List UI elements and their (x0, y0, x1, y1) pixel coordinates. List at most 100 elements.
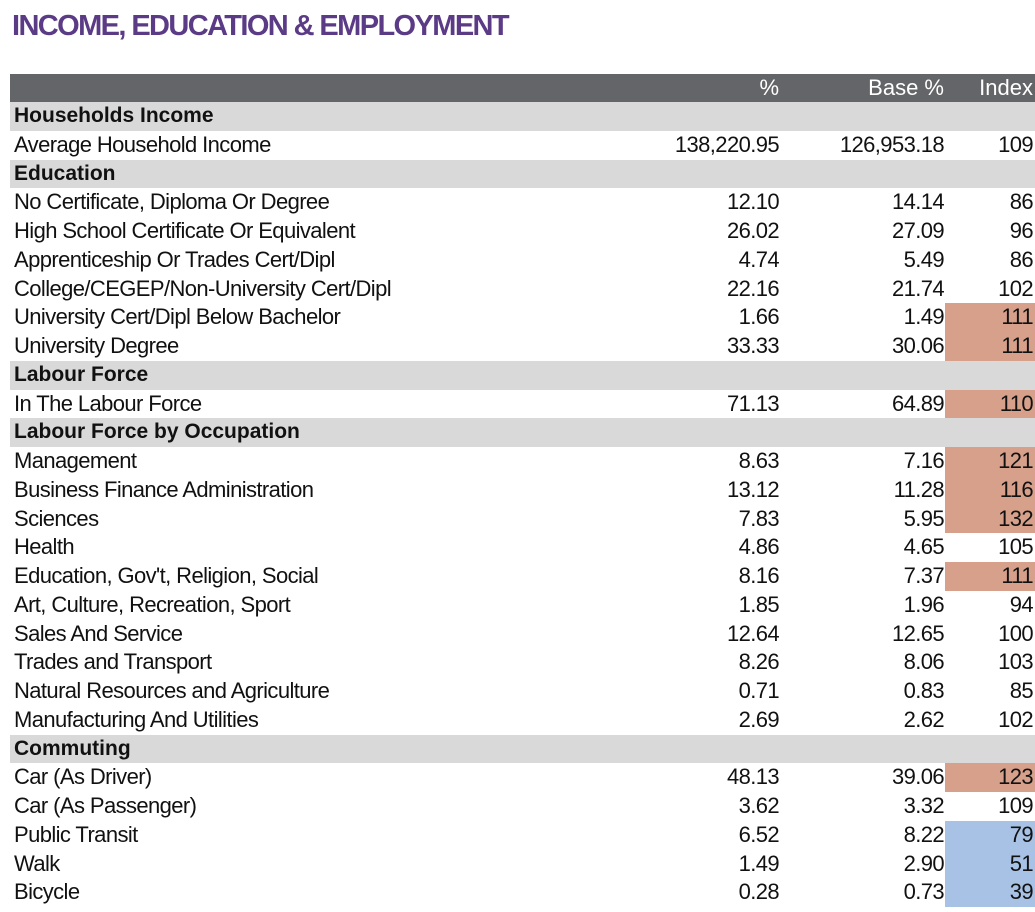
percent-cell: 8.26 (738, 649, 780, 675)
percent-cell: 4.74 (738, 246, 780, 272)
percent-cell: 2.69 (738, 706, 780, 732)
section-header-row: Labour Force by Occupation (10, 418, 1035, 447)
base-percent-cell: 11.28 (893, 476, 945, 502)
index-cell: 102 (998, 275, 1034, 301)
row-label: Car (As Passenger) (14, 793, 197, 818)
section-label: Households Income (14, 104, 214, 127)
percent-cell: 138,220.95 (674, 131, 780, 157)
table-row: Education, Gov't, Religion, Social 8.16 7.… (10, 562, 1035, 591)
base-percent-cell: 4.65 (903, 534, 945, 560)
percent-cell: 4.86 (738, 534, 780, 560)
table-row: Business Finance Administration 13.12 11.2… (10, 475, 1035, 505)
base-percent-cell: 0.83 (903, 678, 945, 703)
row-label: University Degree (14, 333, 179, 358)
table-row: College/CEGEP/Non-University Cert/Dipl 22… (10, 275, 1035, 304)
table-row: Walk 1.49 2.90 51 (10, 849, 1035, 879)
percent-cell: 1.66 (738, 304, 780, 330)
base-percent-cell: 2.90 (903, 850, 945, 876)
row-label: Trades and Transport (14, 649, 212, 675)
index-cell: 111 (945, 303, 1035, 332)
index-cell: 123 (945, 763, 1035, 792)
row-label: Business Finance Administration (14, 476, 314, 502)
row-label: In The Labour Force (14, 390, 202, 416)
percent-cell: 1.85 (738, 591, 780, 617)
row-label: Art, Culture, Recreation, Sport (14, 591, 291, 617)
base-percent-cell: 126,953.18 (839, 131, 945, 157)
percent-cell: 71.13 (726, 390, 780, 416)
index-cell: 39 (945, 878, 1035, 907)
percent-cell: 8.16 (738, 563, 780, 588)
row-label: No Certificate, Diploma Or Degree (14, 189, 330, 215)
table-row: Apprenticeship Or Trades Cert/Dipl 4.74 5.… (10, 246, 1035, 275)
percent-cell: 8.63 (738, 448, 780, 473)
table-row: Car (As Driver) 48.13 39.06 123 (10, 763, 1035, 792)
row-label: Sciences (14, 505, 99, 531)
table-row: High School Certificate Or Equivalent 26.… (10, 217, 1035, 246)
row-label: Education, Gov't, Religion, Social (14, 563, 319, 588)
base-percent-cell: 1.96 (903, 591, 945, 617)
row-label: University Cert/Dipl Below Bachelor (14, 304, 341, 330)
section-label: Labour Force by Occupation (14, 420, 300, 444)
index-cell: 116 (945, 475, 1035, 505)
base-percent-cell: 64.89 (891, 390, 945, 416)
table-row: Sciences 7.83 5.95 132 (10, 504, 1035, 534)
percent-cell: 26.02 (726, 218, 780, 243)
percent-cell: 7.83 (738, 505, 780, 531)
row-label: Bicycle (14, 879, 80, 905)
row-label: Apprenticeship Or Trades Cert/Dipl (14, 246, 335, 272)
row-label: Management (14, 448, 137, 473)
percent-cell: 13.12 (726, 476, 780, 502)
base-percent-cell: 2.62 (903, 706, 945, 732)
column-header-base-percent: Base % (868, 75, 944, 100)
index-cell: 102 (998, 706, 1034, 732)
base-percent-cell: 8.06 (903, 649, 945, 675)
row-label: Sales And Service (14, 620, 183, 646)
base-percent-cell: 27.09 (891, 218, 945, 243)
row-label: Walk (14, 850, 60, 876)
base-percent-cell: 8.22 (903, 821, 945, 847)
section-header-row: Education (10, 159, 1035, 189)
row-label: Public Transit (14, 821, 138, 847)
index-cell: 86 (1009, 189, 1034, 215)
row-label: High School Certificate Or Equivalent (14, 218, 356, 243)
percent-cell: 6.52 (738, 821, 780, 847)
index-cell: 100 (998, 620, 1034, 646)
row-label: College/CEGEP/Non-University Cert/Dipl (14, 275, 392, 301)
section-label: Education (14, 161, 116, 185)
row-label: Car (As Driver) (14, 764, 152, 790)
table-row: Trades and Transport 8.26 8.06 103 (10, 648, 1035, 677)
table-row: In The Labour Force 71.13 64.89 110 (10, 389, 1035, 419)
base-percent-cell: 14.14 (891, 189, 945, 215)
base-percent-cell: 39.06 (891, 764, 945, 790)
column-header-percent: % (759, 75, 779, 100)
percent-cell: 3.62 (738, 793, 780, 818)
section-label: Labour Force (14, 362, 149, 386)
index-cell: 96 (1009, 218, 1034, 243)
index-cell: 121 (945, 447, 1035, 476)
index-cell: 85 (1009, 678, 1034, 703)
percent-cell: 12.64 (726, 620, 780, 646)
index-cell: 109 (998, 131, 1034, 157)
index-cell: 111 (945, 562, 1035, 591)
percent-cell: 33.33 (726, 333, 780, 358)
table-row: Sales And Service 12.64 12.65 100 (10, 620, 1035, 649)
percent-cell: 12.10 (726, 189, 780, 215)
table-row: University Cert/Dipl Below Bachelor 1.66 1… (10, 303, 1035, 332)
table-row: University Degree 33.33 30.06 111 (10, 332, 1035, 361)
base-percent-cell: 5.95 (903, 505, 945, 531)
percent-cell: 0.28 (738, 879, 780, 905)
base-percent-cell: 30.06 (891, 333, 945, 358)
index-cell: 110 (945, 389, 1035, 419)
table-header: % Base % Index (10, 74, 1035, 102)
index-cell: 103 (998, 649, 1034, 675)
index-cell: 86 (1009, 246, 1034, 272)
table-row: No Certificate, Diploma Or Degree 12.10 14… (10, 188, 1035, 217)
base-percent-cell: 5.49 (903, 246, 945, 272)
index-cell: 111 (945, 332, 1035, 361)
row-label: Health (14, 534, 75, 560)
table-row: Natural Resources and Agriculture 0.71 0.8… (10, 677, 1035, 706)
section-header-row: Households Income (10, 102, 1035, 131)
section-label: Commuting (14, 736, 131, 760)
table-body: Households Income Average Household Incom… (10, 102, 1035, 907)
table-row: Car (As Passenger) 3.62 3.32 109 (10, 792, 1035, 821)
